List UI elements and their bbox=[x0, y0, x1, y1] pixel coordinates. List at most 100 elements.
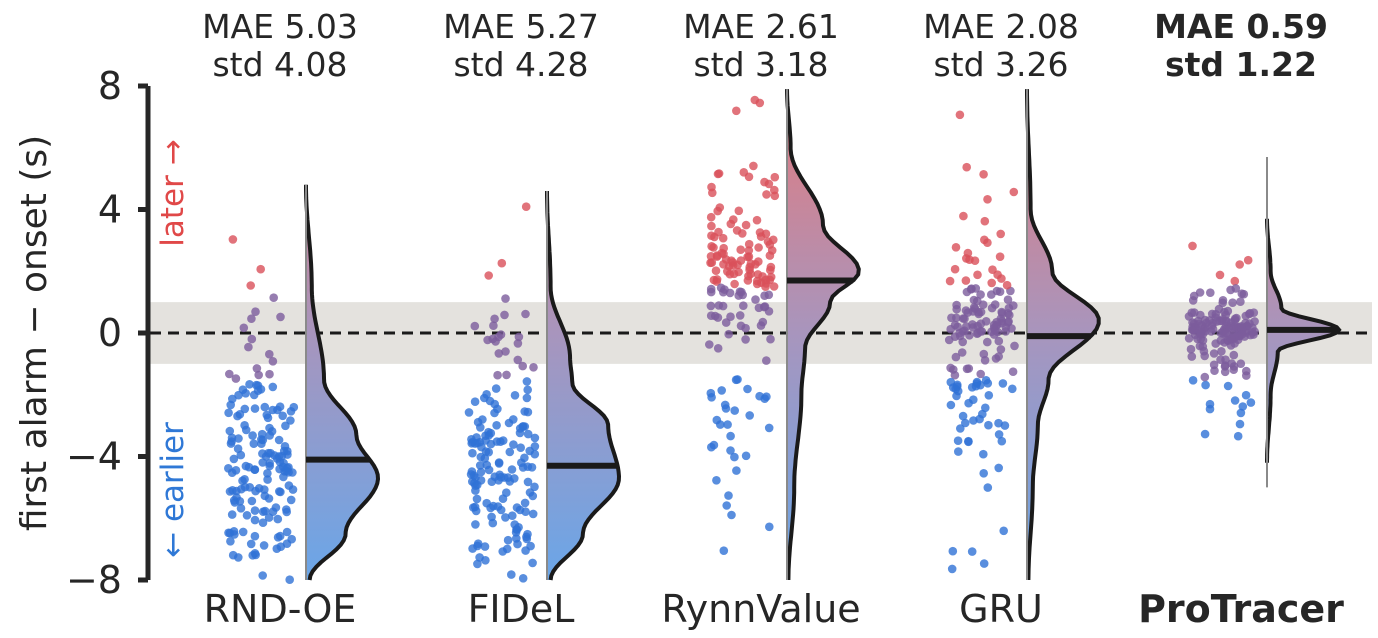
data-point bbox=[256, 264, 266, 274]
data-point bbox=[744, 172, 754, 182]
data-point bbox=[718, 233, 728, 243]
data-point bbox=[488, 334, 498, 344]
data-point bbox=[725, 288, 735, 298]
data-point bbox=[758, 317, 768, 327]
data-point bbox=[707, 258, 717, 267]
data-point bbox=[726, 431, 735, 441]
data-point bbox=[226, 537, 235, 546]
data-point bbox=[228, 235, 238, 244]
data-point bbox=[264, 494, 274, 503]
data-point bbox=[1200, 429, 1210, 439]
data-point bbox=[473, 559, 482, 569]
data-point bbox=[713, 169, 723, 179]
kde-fill bbox=[787, 89, 859, 581]
kde-outline bbox=[1265, 218, 1342, 463]
data-point bbox=[288, 485, 298, 494]
category-label: RynnValue bbox=[661, 587, 860, 631]
data-point bbox=[501, 513, 510, 522]
data-point bbox=[1242, 371, 1251, 380]
data-point bbox=[739, 301, 748, 311]
data-point bbox=[744, 246, 754, 255]
data-point bbox=[961, 276, 971, 285]
data-point bbox=[712, 251, 722, 260]
data-point bbox=[1236, 359, 1246, 369]
data-point bbox=[1206, 288, 1215, 298]
data-point bbox=[470, 321, 480, 331]
data-point bbox=[260, 402, 270, 412]
data-point bbox=[228, 486, 237, 495]
category-label: ProTracer bbox=[1138, 587, 1344, 631]
data-point bbox=[289, 402, 299, 412]
data-point bbox=[962, 162, 971, 172]
data-point bbox=[513, 339, 523, 348]
data-point bbox=[1198, 336, 1208, 345]
std-label: std 1.22 bbox=[1165, 45, 1317, 84]
data-point bbox=[734, 206, 744, 216]
data-point bbox=[265, 423, 274, 433]
data-point bbox=[1188, 376, 1198, 385]
data-point bbox=[484, 465, 494, 475]
data-point bbox=[719, 243, 728, 253]
data-point bbox=[484, 427, 493, 437]
data-point bbox=[946, 363, 955, 373]
data-point bbox=[948, 383, 958, 392]
data-point bbox=[1230, 276, 1240, 286]
data-point bbox=[721, 404, 731, 413]
data-point bbox=[995, 252, 1005, 261]
data-point bbox=[964, 364, 974, 373]
data-point bbox=[518, 422, 528, 431]
data-point bbox=[980, 356, 990, 365]
data-point bbox=[473, 480, 482, 490]
data-point bbox=[770, 185, 779, 195]
data-point bbox=[765, 275, 775, 285]
data-point bbox=[1009, 187, 1019, 197]
data-point bbox=[509, 415, 518, 424]
data-point bbox=[260, 506, 270, 516]
data-point bbox=[1236, 408, 1246, 418]
later-annotation: later → bbox=[155, 139, 191, 246]
category-label: FIDeL bbox=[468, 587, 575, 631]
data-point bbox=[706, 388, 716, 398]
data-point bbox=[477, 442, 486, 452]
data-point bbox=[471, 473, 480, 482]
data-point bbox=[230, 530, 239, 539]
data-point bbox=[233, 411, 242, 421]
data-point bbox=[764, 290, 774, 300]
data-point bbox=[744, 271, 753, 281]
data-point bbox=[518, 361, 527, 371]
data-point bbox=[245, 380, 254, 389]
data-point bbox=[769, 282, 779, 291]
data-point bbox=[233, 444, 243, 454]
data-point bbox=[964, 436, 973, 446]
data-point bbox=[973, 270, 982, 280]
data-point bbox=[976, 369, 985, 379]
data-point bbox=[989, 320, 999, 330]
data-point bbox=[270, 451, 279, 460]
data-point bbox=[1237, 324, 1247, 334]
data-point bbox=[273, 514, 283, 524]
data-point bbox=[493, 370, 502, 380]
data-point bbox=[238, 527, 248, 537]
data-point bbox=[984, 420, 993, 430]
data-point bbox=[764, 423, 774, 433]
data-point bbox=[1248, 328, 1257, 337]
data-point bbox=[475, 461, 485, 470]
data-point bbox=[244, 462, 254, 472]
data-point bbox=[710, 311, 720, 321]
data-point bbox=[264, 513, 274, 522]
data-point bbox=[736, 256, 746, 265]
data-point bbox=[248, 431, 257, 440]
data-point bbox=[523, 529, 532, 539]
mae-label: MAE 5.27 bbox=[443, 7, 599, 46]
data-point bbox=[987, 278, 996, 288]
data-point bbox=[1237, 289, 1247, 299]
data-point bbox=[521, 202, 531, 211]
data-point bbox=[503, 473, 513, 482]
data-point bbox=[518, 574, 528, 583]
data-point bbox=[952, 313, 961, 323]
data-point bbox=[1205, 399, 1215, 409]
data-point bbox=[1188, 296, 1198, 305]
data-point bbox=[1200, 315, 1210, 325]
data-point bbox=[741, 220, 751, 230]
